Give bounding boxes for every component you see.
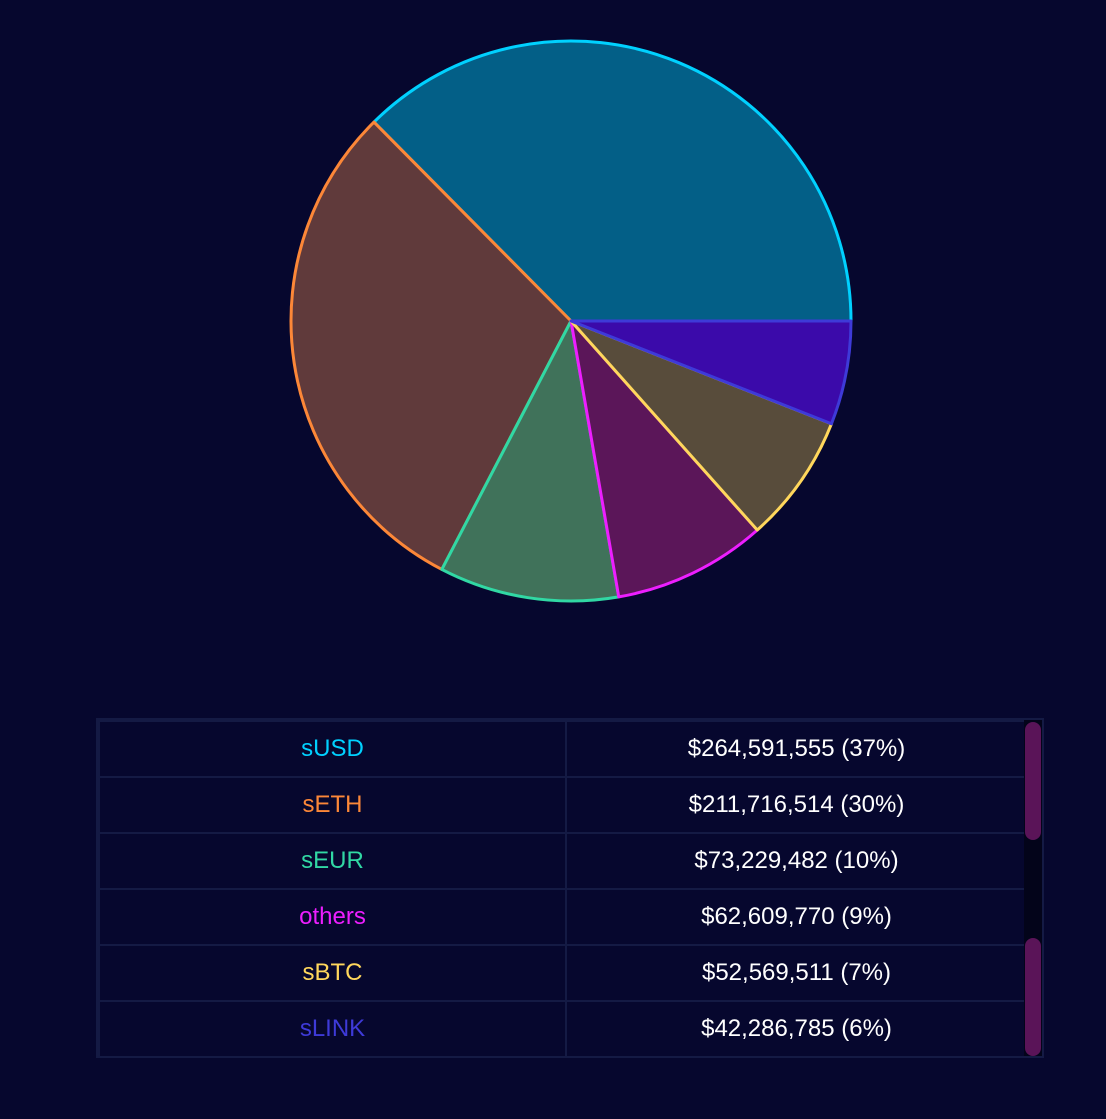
legend-amount: $42,286,785 (6%) — [565, 1000, 1028, 1058]
scrollbar-thumb-lower[interactable] — [1025, 938, 1041, 1056]
legend-name: sETH — [98, 776, 567, 834]
legend-scrollbar[interactable] — [1024, 720, 1042, 1056]
legend-row-seth: sETH $211,716,514 (30%) — [98, 776, 1028, 834]
pie-slice-slink[interactable] — [569, 319, 853, 426]
legend-amount: $62,609,770 (9%) — [565, 888, 1028, 946]
pie-slice-sbtc[interactable] — [569, 319, 833, 532]
legend-row-others: others $62,609,770 (9%) — [98, 888, 1028, 946]
pie-slice-seth[interactable] — [289, 120, 573, 571]
pie-slice-others[interactable] — [569, 319, 759, 599]
legend-name: sUSD — [98, 720, 567, 778]
legend-table-container: sUSD $264,591,555 (37%) sETH $211,716,51… — [96, 718, 1044, 1058]
legend-name: sBTC — [98, 944, 567, 1002]
legend-amount: $211,716,514 (30%) — [565, 776, 1028, 834]
legend-table: sUSD $264,591,555 (37%) sETH $211,716,51… — [98, 720, 1028, 1058]
pie-slice-seur[interactable] — [440, 319, 621, 603]
legend-row-susd: sUSD $264,591,555 (37%) — [98, 720, 1028, 778]
legend-row-slink: sLINK $42,286,785 (6%) — [98, 1000, 1028, 1058]
legend-amount: $264,591,555 (37%) — [565, 720, 1028, 778]
pie-slice-susd[interactable] — [372, 39, 853, 323]
legend-row-seur: sEUR $73,229,482 (10%) — [98, 832, 1028, 890]
legend-row-sbtc: sBTC $52,569,511 (7%) — [98, 944, 1028, 1002]
legend-name: others — [98, 888, 567, 946]
legend-amount: $73,229,482 (10%) — [565, 832, 1028, 890]
legend-amount: $52,569,511 (7%) — [565, 944, 1028, 1002]
legend-name: sLINK — [98, 1000, 567, 1058]
pie-chart — [289, 39, 853, 603]
legend-name: sEUR — [98, 832, 567, 890]
scrollbar-thumb-upper[interactable] — [1025, 722, 1041, 840]
